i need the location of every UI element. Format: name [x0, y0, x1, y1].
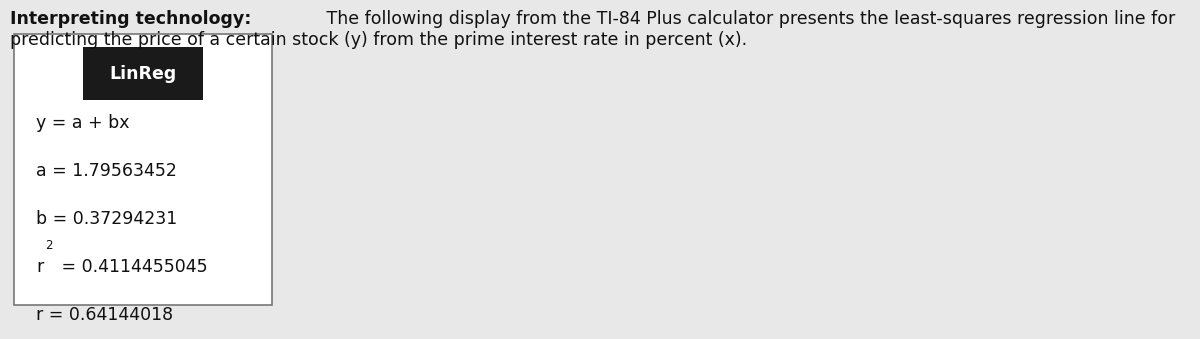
FancyBboxPatch shape [14, 34, 272, 305]
Text: Interpreting technology:: Interpreting technology: [10, 10, 251, 28]
Text: y = a + bx: y = a + bx [36, 114, 130, 132]
Text: r = 0.64144018: r = 0.64144018 [36, 306, 173, 324]
Text: b = 0.37294231: b = 0.37294231 [36, 210, 178, 228]
FancyBboxPatch shape [83, 47, 203, 100]
Text: LinReg: LinReg [109, 65, 178, 83]
Text: = 0.4114455045: = 0.4114455045 [56, 258, 208, 276]
Text: The following display from the TI-84 Plus calculator presents the least-squares : The following display from the TI-84 Plu… [322, 10, 1175, 28]
Text: 2: 2 [46, 239, 53, 252]
Text: a = 1.79563452: a = 1.79563452 [36, 162, 176, 180]
Text: r: r [36, 258, 43, 276]
Text: predicting the price of a certain stock (y) from the prime interest rate in perc: predicting the price of a certain stock … [10, 10, 746, 49]
